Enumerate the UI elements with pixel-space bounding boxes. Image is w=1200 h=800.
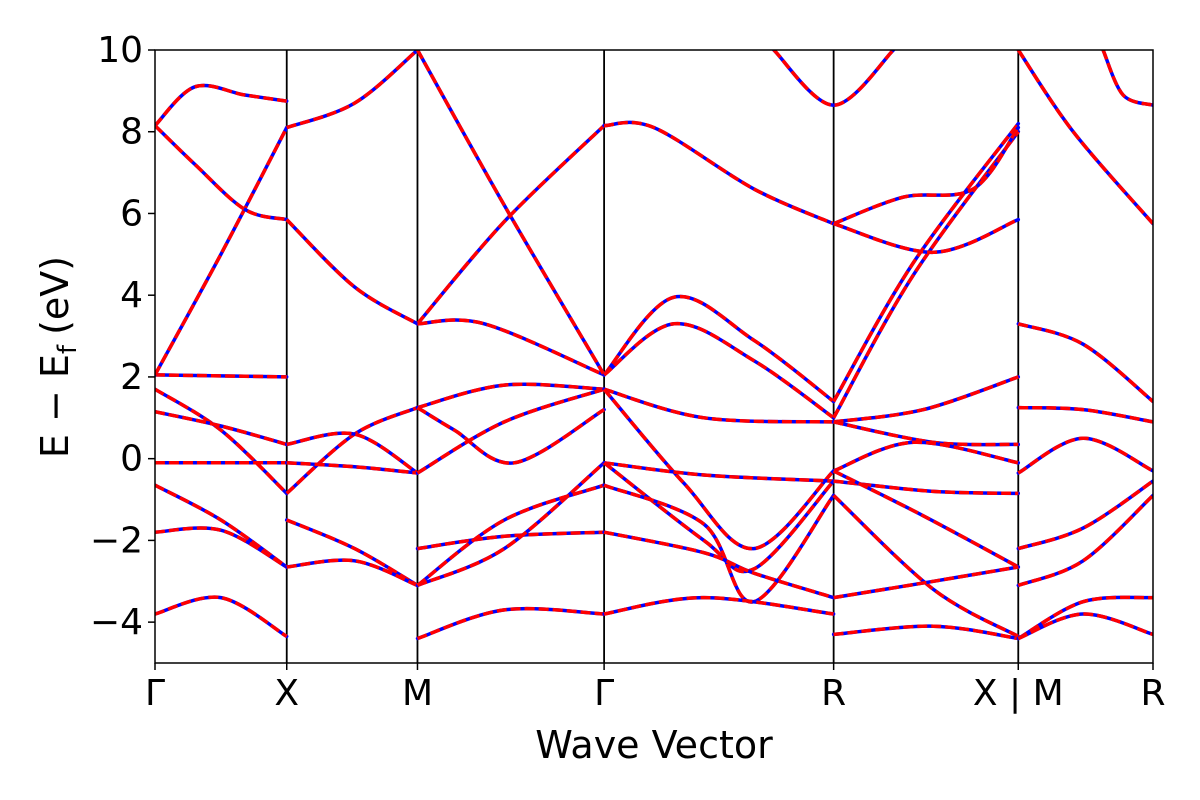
band-overlay-45	[834, 377, 1019, 422]
band-overlay-11	[604, 324, 834, 418]
band-overlay-25	[155, 597, 287, 636]
band-overlay-17	[1018, 50, 1153, 224]
x-tick-label-1: X	[274, 673, 299, 714]
band-overlay-3	[155, 126, 287, 220]
x-tick-label-0: Γ	[145, 673, 165, 714]
band-overlay-47	[834, 442, 1019, 471]
band-overlay-56	[1018, 495, 1153, 585]
y-axis-label-subscript: f	[53, 344, 83, 354]
band-line-45	[834, 377, 1019, 422]
y-axis-label-unit: (eV)	[33, 256, 77, 335]
x-tick-label-5: X | M	[973, 673, 1064, 714]
band-line-2	[155, 85, 287, 125]
x-tick-label-3: Γ	[594, 673, 614, 714]
x-axis-ticks: Γ X M Γ R X | M R	[145, 663, 1166, 714]
y-tick-label-0: −4	[90, 602, 143, 643]
y-axis-ticks: −4 −2 0 2 4 6 8 10	[90, 30, 155, 643]
x-tick-label-4: R	[821, 673, 846, 714]
band-series	[155, 50, 1153, 639]
band-line-12	[834, 124, 1019, 402]
y-axis-label-main: E − E	[33, 354, 77, 458]
band-line-35	[418, 463, 605, 586]
band-line-19	[1018, 324, 1153, 402]
band-line-54	[1018, 438, 1153, 473]
y-tick-label-5: 6	[120, 193, 143, 234]
band-overlay-2	[155, 85, 287, 125]
band-line-56	[1018, 495, 1153, 585]
band-line-26	[287, 408, 418, 494]
band-overlay-26	[287, 408, 418, 494]
band-overlay-14	[834, 128, 1019, 224]
x-tick-label-2: M	[402, 673, 433, 714]
band-line-24	[155, 528, 287, 567]
band-overlay-42	[604, 485, 834, 602]
band-line-3	[155, 126, 287, 220]
band-line-57	[1018, 597, 1153, 638]
band-line-53	[1018, 408, 1153, 422]
y-tick-label-4: 4	[120, 275, 143, 316]
band-overlay-49	[834, 471, 1019, 567]
band-overlay-6	[418, 126, 605, 324]
band-line-14	[834, 128, 1019, 224]
band-overlay-10	[604, 297, 834, 402]
x-axis-label: Wave Vector	[535, 723, 773, 767]
y-tick-label-7: 10	[97, 30, 143, 71]
band-overlay-4	[287, 50, 418, 128]
band-line-25	[155, 597, 287, 636]
band-overlay-37	[418, 609, 605, 639]
y-tick-label-3: 2	[120, 357, 143, 398]
band-overlay-54	[1018, 438, 1153, 473]
band-overlay-19	[1018, 324, 1153, 402]
band-line-5	[287, 220, 418, 324]
band-line-6	[418, 126, 605, 324]
band-overlay-44	[604, 598, 834, 614]
band-line-4	[287, 50, 418, 128]
band-overlay-12	[834, 124, 1019, 402]
y-tick-label-1: −2	[90, 520, 143, 561]
y-tick-label-6: 8	[120, 112, 143, 153]
band-overlay-57	[1018, 597, 1153, 638]
x-tick-label-6: R	[1140, 673, 1165, 714]
band-overlay-20	[155, 389, 287, 493]
band-line-18	[1103, 50, 1153, 105]
band-overlay-9	[604, 122, 834, 223]
band-line-40	[604, 463, 834, 481]
band-line-17	[1018, 50, 1153, 224]
band-overlay-35	[418, 463, 605, 586]
y-tick-label-2: 0	[120, 439, 143, 480]
band-line-20	[155, 389, 287, 493]
band-overlay-51	[834, 567, 1019, 598]
band-overlay-1	[155, 128, 287, 375]
y-axis-label: E − Ef (eV)	[33, 256, 83, 458]
band-overlay-24	[155, 528, 287, 567]
band-overlay-5	[287, 220, 418, 324]
